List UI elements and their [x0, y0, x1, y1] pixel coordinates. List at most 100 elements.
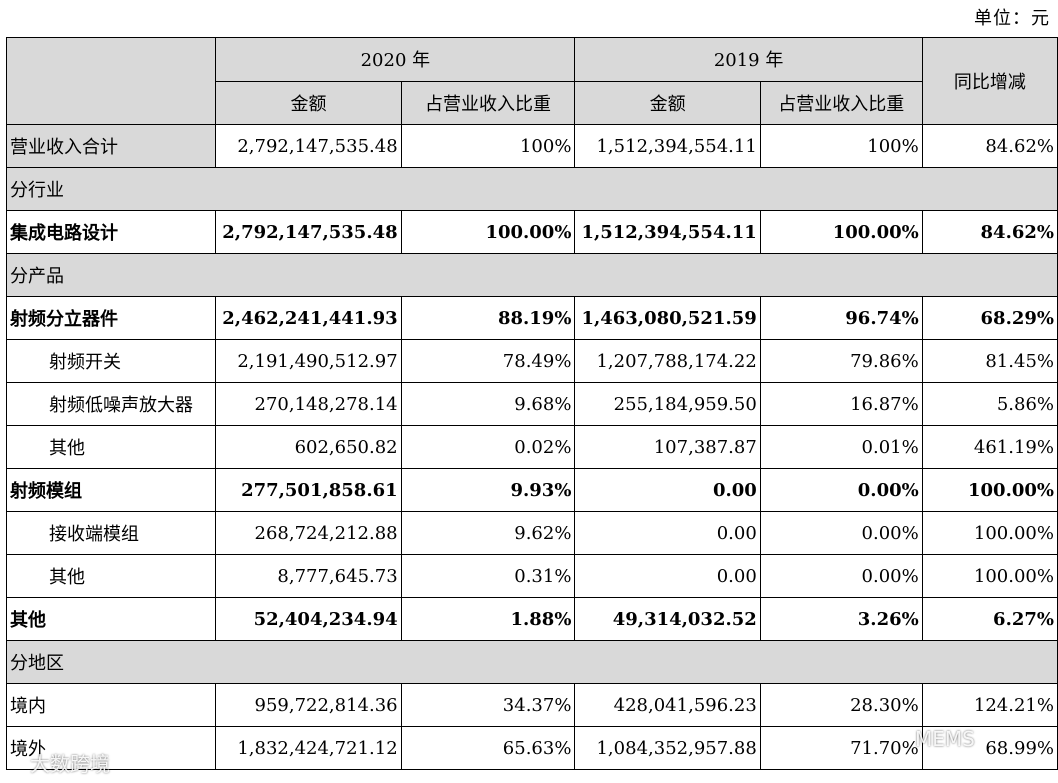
- ratio-2020: 78.49%: [400, 339, 576, 383]
- yoy-change: 461.19%: [921, 425, 1058, 469]
- amount-2019: 1,084,352,957.88: [574, 726, 761, 770]
- ratio-2019: 0.01%: [759, 425, 923, 469]
- yoy-change: 5.86%: [921, 382, 1058, 426]
- header-ratio-2020: 占营业收入比重: [400, 80, 576, 125]
- row-label: 接收端模组: [5, 511, 217, 555]
- header-amount-2019: 金额: [574, 80, 761, 125]
- ratio-2020: 100%: [400, 124, 576, 168]
- yoy-change: 84.62%: [921, 210, 1058, 254]
- table-row: 其他 8,777,645.73 0.31% 0.00 0.00% 100.00%: [5, 554, 1058, 598]
- amount-2020: 2,792,147,535.48: [215, 124, 402, 168]
- amount-2020: 2,792,147,535.48: [215, 210, 402, 254]
- table-row: 射频开关 2,191,490,512.97 78.49% 1,207,788,1…: [5, 339, 1058, 383]
- revenue-table: 2020 年 2019 年 同比增减 金额 占营业收入比重 金额 占营业收入比重…: [5, 37, 1058, 770]
- amount-2020: 2,462,241,441.93: [215, 296, 402, 340]
- section-label: 分行业: [6, 167, 1058, 211]
- table-row: 营业收入合计 2,792,147,535.48 100% 1,512,394,5…: [5, 124, 1058, 168]
- amount-2019: 1,207,788,174.22: [574, 339, 761, 383]
- amount-2019: 428,041,596.23: [574, 683, 761, 727]
- yoy-change: 6.27%: [921, 597, 1058, 641]
- ratio-2019: 100.00%: [759, 210, 923, 254]
- ratio-2020: 9.62%: [400, 511, 576, 555]
- yoy-change: 100.00%: [921, 468, 1058, 512]
- watermark-right: MEMS: [915, 727, 975, 751]
- ratio-2020: 88.19%: [400, 296, 576, 340]
- yoy-change: 84.62%: [921, 124, 1058, 168]
- header-yoy: 同比增减: [921, 37, 1058, 125]
- header-row-columns: 金额 占营业收入比重 金额 占营业收入比重: [7, 80, 1058, 125]
- section-row: 分地区: [6, 640, 1058, 684]
- section-row: 分产品: [6, 253, 1058, 297]
- header-year-2019: 2019 年: [574, 37, 923, 82]
- table-row: 境外 1,832,424,721.12 65.63% 1,084,352,957…: [5, 726, 1058, 770]
- amount-2020: 277,501,858.61: [215, 468, 402, 512]
- header-year-2020: 2020 年: [215, 37, 576, 82]
- row-label: 其他: [5, 554, 217, 598]
- ratio-2019: 16.87%: [759, 382, 923, 426]
- amount-2020: 959,722,814.36: [215, 683, 402, 727]
- amount-2019: 0.00: [574, 554, 761, 598]
- ratio-2019: 71.70%: [759, 726, 923, 770]
- amount-2020: 52,404,234.94: [215, 597, 402, 641]
- table-row: 射频模组 277,501,858.61 9.93% 0.00 0.00% 100…: [5, 468, 1058, 512]
- amount-2020: 8,777,645.73: [215, 554, 402, 598]
- ratio-2019: 96.74%: [759, 296, 923, 340]
- amount-2019: 49,314,032.52: [574, 597, 761, 641]
- ratio-2019: 100%: [759, 124, 923, 168]
- table-row: 射频分立器件 2,462,241,441.93 88.19% 1,463,080…: [5, 296, 1058, 340]
- row-label: 射频低噪声放大器: [5, 382, 217, 426]
- ratio-2020: 0.02%: [400, 425, 576, 469]
- ratio-2020: 0.31%: [400, 554, 576, 598]
- table-row: 境内 959,722,814.36 34.37% 428,041,596.23 …: [5, 683, 1058, 727]
- header-ratio-2019: 占营业收入比重: [759, 80, 923, 125]
- table-row: 其他 52,404,234.94 1.88% 49,314,032.52 3.2…: [5, 597, 1058, 641]
- amount-2019: 0.00: [574, 468, 761, 512]
- row-label: 营业收入合计: [5, 124, 217, 168]
- row-label: 境外: [5, 726, 217, 770]
- ratio-2019: 3.26%: [759, 597, 923, 641]
- table-row: 集成电路设计 2,792,147,535.48 100.00% 1,512,39…: [5, 210, 1058, 254]
- amount-2019: 107,387.87: [574, 425, 761, 469]
- amount-2019: 1,512,394,554.11: [574, 210, 761, 254]
- amount-2020: 1,832,424,721.12: [215, 726, 402, 770]
- section-row: 分行业: [6, 167, 1058, 211]
- yoy-change: 68.99%: [921, 726, 1058, 770]
- amount-2020: 2,191,490,512.97: [215, 339, 402, 383]
- ratio-2020: 9.93%: [400, 468, 576, 512]
- yoy-change: 100.00%: [921, 511, 1058, 555]
- table-row: 接收端模组 268,724,212.88 9.62% 0.00 0.00% 10…: [5, 511, 1058, 555]
- ratio-2019: 79.86%: [759, 339, 923, 383]
- yoy-change: 81.45%: [921, 339, 1058, 383]
- amount-2020: 268,724,212.88: [215, 511, 402, 555]
- ratio-2019: 0.00%: [759, 511, 923, 555]
- watermark-left: 大数跨境: [30, 752, 110, 776]
- amount-2020: 602,650.82: [215, 425, 402, 469]
- row-label: 集成电路设计: [5, 210, 217, 254]
- ratio-2019: 28.30%: [759, 683, 923, 727]
- amount-2019: 255,184,959.50: [574, 382, 761, 426]
- row-label: 射频模组: [5, 468, 217, 512]
- amount-2020: 270,148,278.14: [215, 382, 402, 426]
- yoy-change: 124.21%: [921, 683, 1058, 727]
- header-blank-cell: [5, 37, 217, 125]
- ratio-2020: 9.68%: [400, 382, 576, 426]
- ratio-2020: 100.00%: [400, 210, 576, 254]
- ratio-2019: 0.00%: [759, 554, 923, 598]
- amount-2019: 1,512,394,554.11: [574, 124, 761, 168]
- amount-2019: 0.00: [574, 511, 761, 555]
- row-label: 射频分立器件: [5, 296, 217, 340]
- row-label: 境内: [5, 683, 217, 727]
- amount-2019: 1,463,080,521.59: [574, 296, 761, 340]
- section-label: 分地区: [6, 640, 1058, 684]
- row-label: 射频开关: [5, 339, 217, 383]
- header-row-years: 2020 年 2019 年 同比增减: [5, 37, 1058, 125]
- yoy-change: 100.00%: [921, 554, 1058, 598]
- ratio-2019: 0.00%: [759, 468, 923, 512]
- header-amount-2020: 金额: [215, 80, 402, 125]
- unit-label: 单位：元: [974, 8, 1050, 29]
- row-label: 其他: [5, 597, 217, 641]
- yoy-change: 68.29%: [921, 296, 1058, 340]
- ratio-2020: 1.88%: [400, 597, 576, 641]
- ratio-2020: 65.63%: [400, 726, 576, 770]
- row-label: 其他: [5, 425, 217, 469]
